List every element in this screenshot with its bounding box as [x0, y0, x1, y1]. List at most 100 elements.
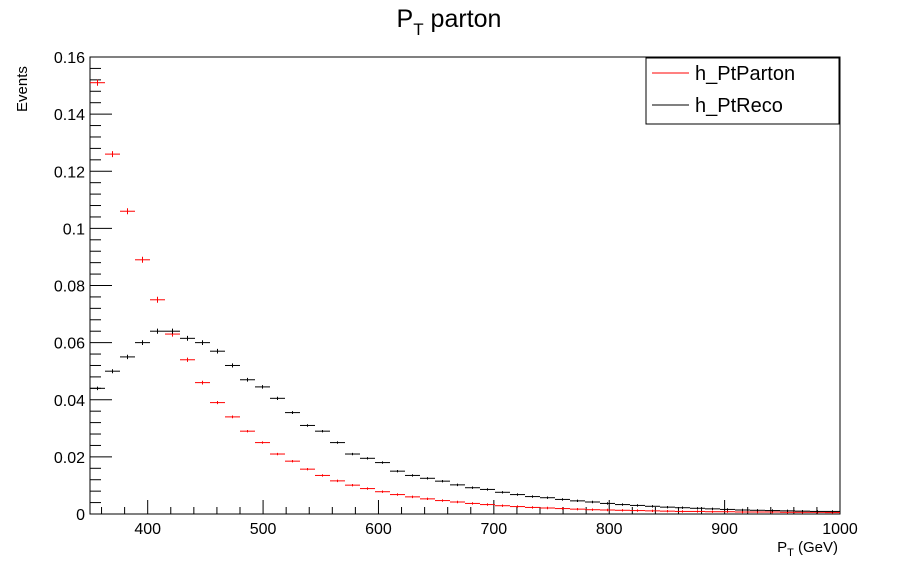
x-axis-label-main: P	[777, 539, 787, 556]
data-point	[270, 452, 285, 456]
data-point	[825, 510, 840, 513]
data-point	[225, 363, 240, 368]
data-point	[255, 441, 270, 444]
data-point	[255, 385, 270, 389]
data-point	[555, 498, 570, 501]
y-tick-label: 0	[76, 507, 85, 524]
y-tick-label: 0.14	[54, 107, 85, 124]
data-point	[480, 503, 495, 506]
data-point	[330, 441, 345, 444]
legend-box	[645, 57, 840, 125]
data-point	[165, 328, 180, 334]
x-tick-label: 500	[250, 521, 277, 538]
x-tick-label: 700	[480, 521, 507, 538]
data-point	[300, 424, 315, 427]
x-axis: 400 500 600 700 800 900 1000	[101, 500, 858, 538]
data-point	[645, 505, 660, 508]
data-point	[615, 509, 630, 512]
y-axis-label: Events	[14, 66, 31, 112]
data-point	[210, 401, 225, 405]
data-point	[780, 509, 795, 513]
data-point	[285, 411, 300, 415]
data-point	[540, 496, 555, 499]
data-point	[315, 429, 330, 433]
data-point	[105, 151, 120, 158]
data-point	[180, 335, 195, 341]
data-point	[570, 499, 585, 503]
data-point	[675, 510, 690, 513]
data-point	[450, 483, 465, 487]
data-point	[120, 354, 135, 360]
data-point	[570, 507, 585, 511]
data-point	[630, 509, 645, 512]
data-point	[405, 495, 420, 499]
data-point	[480, 488, 495, 491]
data-point	[195, 380, 210, 385]
series-reco	[90, 328, 840, 513]
x-tick-label: 400	[134, 521, 161, 538]
y-tick-label: 0.1	[63, 221, 85, 238]
y-tick-label: 0.12	[54, 164, 85, 181]
data-point	[300, 467, 315, 471]
x-tick-label: 1000	[822, 521, 858, 538]
data-point	[90, 79, 105, 86]
chart-title-subscript: T	[413, 20, 423, 39]
data-point	[390, 493, 405, 496]
data-point	[510, 505, 525, 508]
data-point	[465, 502, 480, 505]
x-axis-label: PT (GeV)	[777, 539, 838, 559]
data-point	[195, 340, 210, 346]
data-point	[555, 507, 570, 510]
data-point	[225, 415, 240, 419]
data-point	[600, 502, 615, 505]
data-point	[495, 504, 510, 507]
x-tick-label: 800	[596, 521, 623, 538]
data-point	[210, 348, 225, 354]
legend-label-parton: h_PtParton	[695, 63, 795, 85]
chart-title-main: P	[397, 5, 414, 33]
data-point	[525, 506, 540, 509]
data-point	[630, 504, 645, 507]
data-point	[135, 340, 150, 346]
data-point	[615, 503, 630, 506]
data-point	[750, 509, 765, 512]
chart-title: PT parton	[397, 5, 502, 39]
y-tick-label: 0.08	[54, 279, 85, 296]
data-point	[405, 474, 420, 477]
x-tick-label: 900	[711, 521, 738, 538]
data-point	[810, 510, 825, 513]
data-point	[720, 508, 735, 511]
data-point	[525, 495, 540, 498]
data-point	[150, 328, 165, 334]
data-point	[345, 452, 360, 456]
data-point	[600, 508, 615, 512]
data-point	[330, 479, 345, 483]
data-point	[285, 459, 300, 463]
data-point	[585, 500, 600, 504]
data-point	[375, 490, 390, 493]
data-point	[420, 477, 435, 480]
data-point	[420, 497, 435, 501]
data-point	[660, 505, 675, 509]
data-point	[240, 429, 255, 433]
legend: h_PtParton h_PtReco	[645, 57, 840, 125]
data-point	[540, 506, 555, 510]
plot-frame	[89, 56, 841, 515]
data-point	[180, 357, 195, 362]
data-point	[660, 509, 675, 513]
data-point	[705, 507, 720, 511]
y-tick-label: 0.02	[54, 450, 85, 467]
data-point	[315, 474, 330, 477]
data-point	[345, 483, 360, 487]
data-point	[240, 377, 255, 382]
data-point	[450, 500, 465, 504]
data-point	[795, 509, 810, 513]
data-point	[360, 487, 375, 490]
x-axis-label-suffix: (GeV)	[794, 539, 838, 556]
x-axis-label-subscript: T	[787, 547, 794, 559]
data-point	[690, 510, 705, 513]
data-point	[705, 510, 720, 513]
y-tick-label: 0.16	[54, 50, 85, 67]
x-tick-label: 600	[365, 521, 392, 538]
